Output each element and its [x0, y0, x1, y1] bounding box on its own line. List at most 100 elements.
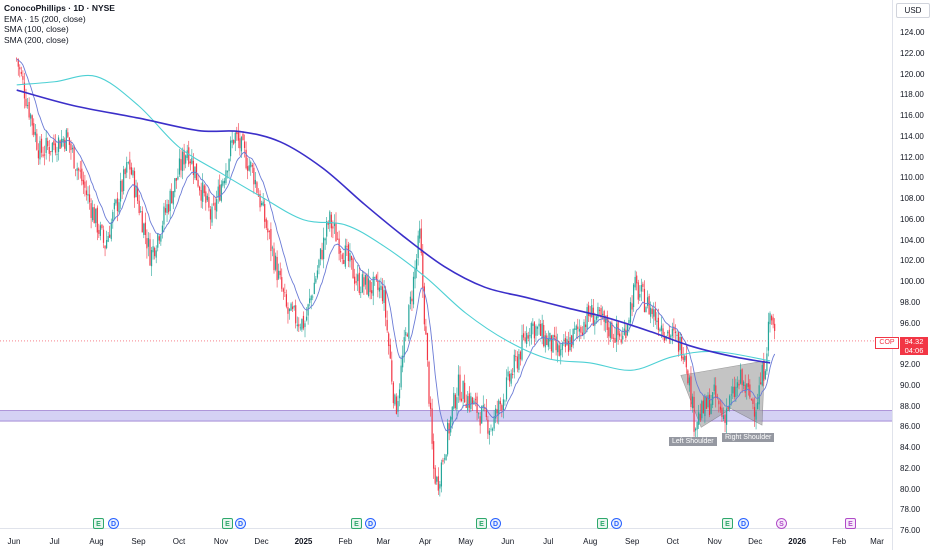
indicator-sma-200[interactable]: SMA (200, close): [4, 34, 69, 45]
indicator-sma-100[interactable]: SMA (100, close): [4, 24, 69, 34]
candle-body: [532, 323, 534, 326]
candle-body: [434, 467, 436, 484]
candle-body: [312, 296, 314, 298]
price-tick-label: 116.00: [900, 111, 924, 120]
candle-body: [282, 288, 284, 292]
time-tick-label: Mar: [376, 537, 391, 546]
candle-body: [236, 130, 238, 135]
earnings-event-icon[interactable]: E: [351, 518, 362, 529]
candle-body: [109, 234, 111, 238]
candle-body: [352, 258, 354, 279]
candle-body: [175, 178, 177, 181]
candle-body: [259, 193, 261, 208]
candle-body: [17, 59, 19, 67]
candle-body: [70, 143, 72, 151]
candle-body: [760, 382, 762, 385]
time-tick-label: Aug: [583, 537, 598, 546]
earnings-event-icon[interactable]: E: [93, 518, 104, 529]
candle-body: [310, 295, 312, 301]
currency-button[interactable]: USD: [896, 3, 930, 18]
candle-body: [757, 402, 759, 410]
candle-body: [488, 430, 491, 436]
candle-body: [61, 138, 63, 147]
earnings-event-icon[interactable]: E: [597, 518, 608, 529]
earnings-event-icon[interactable]: E: [722, 518, 733, 529]
indicator-ema[interactable]: EMA · 15 (200, close): [4, 13, 86, 24]
right-shoulder-label[interactable]: Right Shoulder: [722, 433, 775, 442]
candle-body: [408, 305, 410, 339]
candle-body: [726, 408, 728, 425]
candle-body: [437, 476, 439, 491]
candle-body: [222, 181, 224, 186]
candle-body: [620, 339, 622, 343]
candle-body: [707, 395, 709, 408]
candle-body: [347, 244, 350, 261]
dividend-event-icon[interactable]: D: [738, 518, 749, 529]
candle-body: [574, 328, 576, 330]
symbol-title[interactable]: ConocoPhillips · 1D · NYSE: [4, 3, 115, 13]
candle-body: [253, 167, 255, 185]
candle-body: [583, 321, 585, 335]
candle-body: [464, 382, 466, 403]
time-tick-label: Jul: [543, 537, 554, 546]
time-tick-label: 2025: [294, 537, 313, 546]
candle-body: [504, 400, 506, 402]
candle-body: [719, 406, 722, 410]
candle-body: [499, 401, 501, 405]
time-tick-label: Feb: [338, 537, 353, 546]
price-chart[interactable]: [0, 0, 892, 520]
candle-body: [250, 161, 252, 168]
candle-body: [22, 76, 24, 80]
candle-body: [459, 374, 461, 401]
time-scale[interactable]: [0, 528, 892, 551]
candle-body: [420, 228, 422, 253]
left-shoulder-label[interactable]: Left Shoulder: [669, 437, 717, 446]
dividend-event-icon[interactable]: D: [235, 518, 246, 529]
candle-body: [23, 82, 26, 99]
candle-body: [770, 315, 773, 321]
split-event-icon[interactable]: S: [776, 518, 787, 529]
candle-body: [753, 406, 756, 417]
candle-body: [155, 250, 157, 258]
candle-body: [163, 206, 165, 225]
candle-body: [744, 384, 746, 393]
earnings-event-icon[interactable]: E: [222, 518, 233, 529]
candle-body: [701, 401, 703, 419]
earnings-event-icon[interactable]: E: [476, 518, 487, 529]
dividend-event-icon[interactable]: D: [611, 518, 622, 529]
candle-body: [403, 337, 405, 357]
candle-body: [234, 132, 236, 143]
candle-body: [764, 371, 766, 379]
candle-body: [158, 236, 160, 241]
candle-body: [133, 171, 136, 198]
time-tick-label: Aug: [89, 537, 104, 546]
candle-body: [646, 297, 649, 306]
dividend-event-icon[interactable]: D: [490, 518, 501, 529]
candle-body: [739, 369, 742, 384]
chart-canvas[interactable]: ConocoPhillips · 1D · NYSE EMA · 15 (200…: [0, 0, 892, 520]
candle-body: [405, 332, 407, 336]
candle-body: [44, 154, 46, 156]
candle-body: [299, 327, 301, 329]
time-tick-label: May: [458, 537, 474, 546]
dividend-event-icon[interactable]: D: [365, 518, 376, 529]
candle-body: [736, 382, 739, 388]
candle-body: [498, 400, 500, 415]
candle-body: [595, 316, 598, 320]
candle-body: [614, 337, 616, 343]
dividend-event-icon[interactable]: D: [108, 518, 119, 529]
candle-body: [174, 178, 176, 193]
candle-body: [79, 170, 81, 172]
candle-body: [515, 356, 517, 357]
candle-body: [561, 342, 563, 350]
candle-body: [642, 283, 644, 287]
candle-body: [660, 325, 663, 331]
candle-body: [615, 323, 618, 342]
price-scale[interactable]: [892, 0, 932, 550]
support-zone: [0, 410, 892, 422]
candle-body: [118, 202, 120, 212]
earnings-event-icon[interactable]: E: [845, 518, 856, 529]
candle-body: [367, 278, 370, 296]
candle-body: [496, 409, 498, 414]
candle-body: [211, 206, 213, 223]
